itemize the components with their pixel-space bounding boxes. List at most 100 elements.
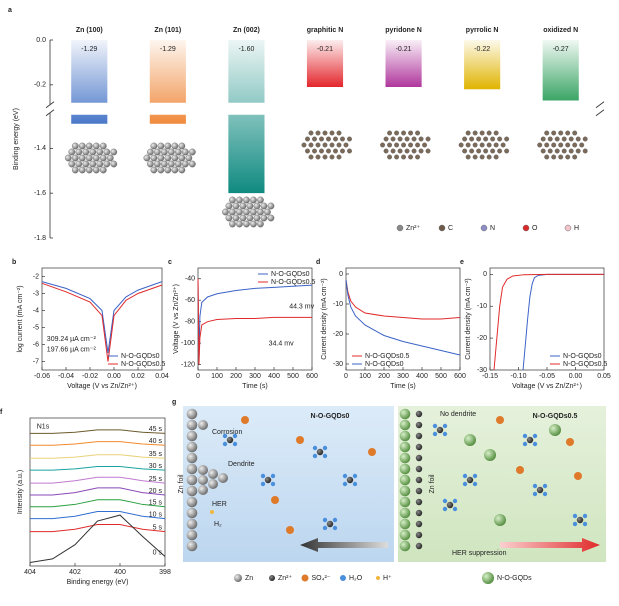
- atom: [483, 148, 489, 154]
- atom: [493, 130, 499, 136]
- y-tick-label: 0.0: [36, 37, 46, 44]
- atom: [329, 142, 335, 148]
- atom: [465, 130, 471, 136]
- atom: [236, 196, 243, 204]
- series-label: 30 s: [149, 463, 163, 470]
- atom: [89, 160, 97, 168]
- x-tick-label: 200: [378, 373, 390, 380]
- annotation: 309.24 µA cm⁻²: [47, 336, 97, 343]
- water: [472, 473, 478, 479]
- legend-swatch: [482, 572, 494, 584]
- atom: [150, 142, 158, 150]
- water: [322, 445, 328, 451]
- legend-swatch: [438, 224, 446, 232]
- atom: [462, 136, 468, 142]
- y-tick-label: -60: [185, 297, 195, 304]
- bar: [306, 40, 344, 88]
- series-line: [30, 454, 166, 459]
- annotation: 34.4 mv: [269, 340, 294, 347]
- water: [442, 423, 448, 429]
- water: [342, 481, 348, 487]
- atom: [253, 214, 261, 222]
- atom: [246, 214, 254, 222]
- atom: [472, 154, 478, 160]
- atom: [462, 148, 468, 154]
- atom: [315, 130, 321, 136]
- atom: [171, 142, 179, 150]
- atom: [490, 136, 496, 142]
- atom: [504, 136, 510, 142]
- series-line: [41, 282, 163, 362]
- foil-label: Zn foil: [429, 474, 436, 494]
- gqd: [399, 452, 411, 464]
- water: [270, 473, 276, 479]
- left-cell: [183, 406, 394, 562]
- atom: [493, 142, 499, 148]
- x-tick-label: -0.10: [511, 373, 527, 380]
- category-label: pyridone N: [385, 27, 422, 34]
- legend-label: N: [490, 225, 495, 232]
- gqd: [399, 474, 411, 486]
- y-tick-label: -4: [33, 307, 39, 314]
- value-label: -1.60: [238, 46, 254, 53]
- sulfate: [286, 526, 294, 534]
- atom: [253, 202, 261, 210]
- water: [582, 521, 588, 527]
- atom: [308, 142, 314, 148]
- series-line: [30, 511, 166, 520]
- plot-frame: [41, 267, 163, 371]
- flow-arrow: [300, 538, 388, 552]
- atom: [222, 208, 229, 216]
- atom: [157, 166, 165, 174]
- water: [432, 431, 438, 437]
- atom: [106, 154, 114, 162]
- water: [532, 491, 538, 497]
- atom: [537, 142, 543, 148]
- legend-swatch: [340, 575, 346, 581]
- atom: [85, 166, 93, 174]
- water: [572, 513, 578, 519]
- atom: [465, 154, 471, 160]
- category-label: Zn (101): [154, 27, 181, 34]
- category-label: graphitic N: [307, 27, 344, 34]
- atom: [171, 166, 179, 174]
- series-line: [197, 278, 312, 365]
- callout: Dendrite: [228, 461, 255, 468]
- x-tick-label: 300: [249, 373, 261, 380]
- atom: [243, 196, 250, 204]
- atom: [340, 148, 345, 154]
- atom: [408, 154, 414, 160]
- water: [522, 433, 528, 439]
- gqd: [399, 529, 411, 541]
- x-tick-label: 100: [211, 373, 223, 380]
- y-tick-label: -5: [33, 324, 39, 331]
- x-tick-label: 500: [287, 373, 299, 380]
- atom: [267, 214, 275, 222]
- y-tick-label: -120: [181, 361, 195, 368]
- water: [472, 481, 478, 487]
- legend-label: N-O-GQDs0: [563, 353, 602, 360]
- zn-atom: [186, 430, 198, 442]
- y-tick-label: -20: [477, 335, 487, 342]
- atom: [582, 148, 588, 154]
- atom: [572, 142, 578, 148]
- sulfate: [368, 448, 376, 456]
- zn-atom: [186, 408, 198, 420]
- zn-ion: [415, 520, 423, 528]
- water: [462, 481, 468, 487]
- zn-atom: [186, 540, 198, 552]
- atom: [239, 202, 247, 210]
- sulfate: [241, 416, 249, 424]
- atom: [236, 220, 243, 228]
- atom: [408, 142, 414, 148]
- x-tick-label: -0.05: [539, 373, 555, 380]
- x-tick-label: 0.00: [569, 373, 583, 380]
- x-tick-label: 0.04: [155, 373, 169, 380]
- atom: [575, 148, 581, 154]
- atom: [250, 220, 257, 228]
- zn-atom: [186, 452, 198, 464]
- series-label: 0 s: [153, 549, 163, 556]
- legend-label: H⁺: [383, 575, 392, 582]
- x-axis-label: Voltage (V vs Zn/Zn²⁺): [512, 383, 582, 390]
- atom: [250, 196, 257, 204]
